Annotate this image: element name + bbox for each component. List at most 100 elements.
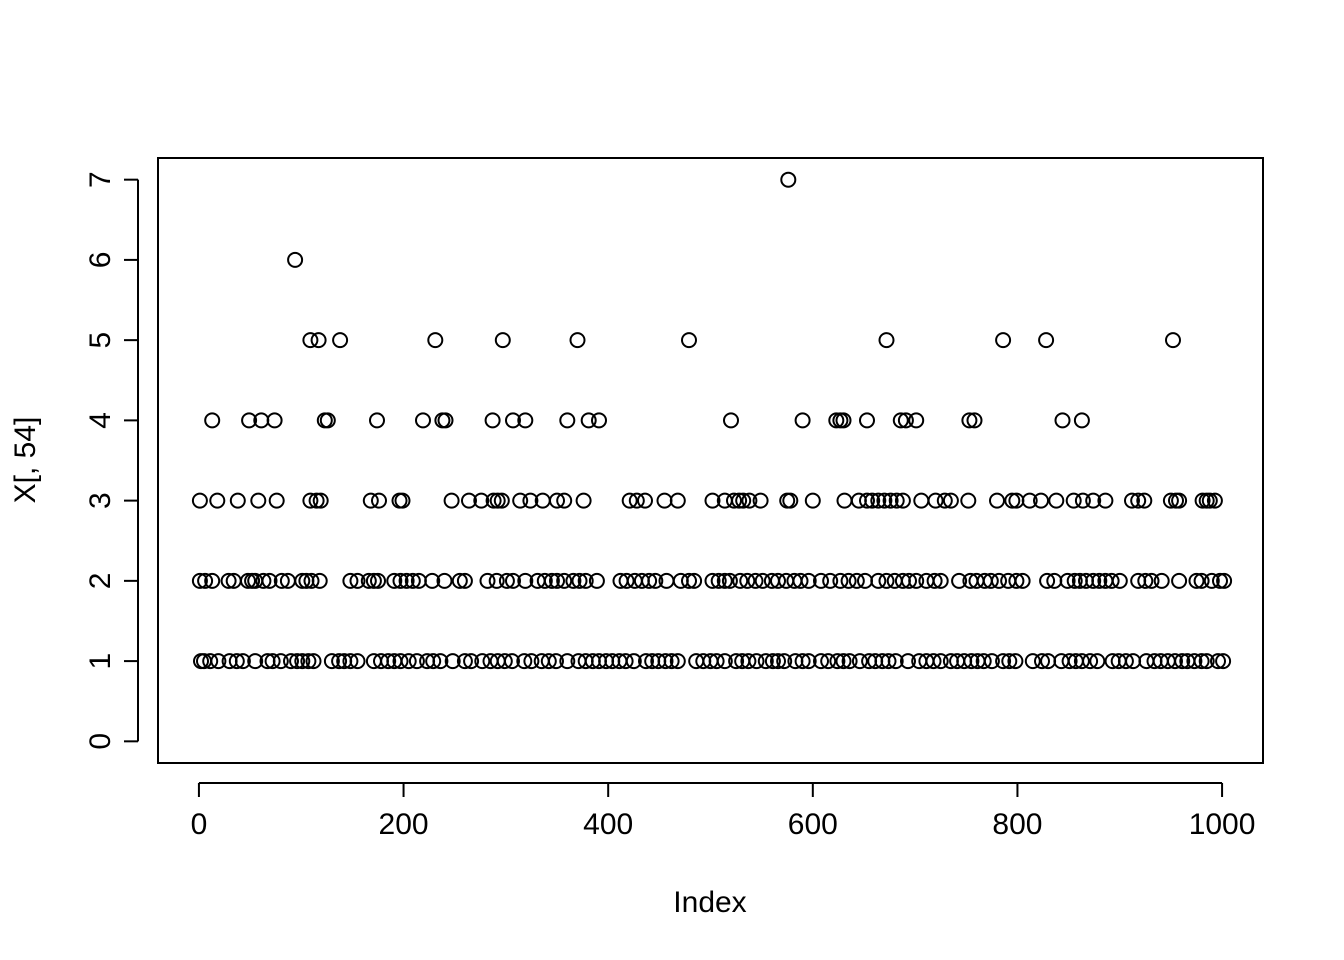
data-point <box>588 572 605 589</box>
data-point <box>936 492 953 509</box>
data-point <box>300 653 317 670</box>
data-point <box>716 572 733 589</box>
data-point <box>463 653 480 670</box>
data-point <box>878 572 895 589</box>
data-point <box>1066 572 1083 589</box>
data-point <box>782 492 799 509</box>
data-point <box>302 332 319 349</box>
y-axis: 0 1 2 3 4 5 6 7 <box>84 171 139 750</box>
data-point <box>647 572 664 589</box>
data-point <box>202 653 219 670</box>
data-point <box>857 572 873 589</box>
data-point <box>728 653 745 670</box>
data-point <box>504 653 520 670</box>
data-point <box>380 653 397 670</box>
x-axis-title: Index <box>673 886 746 919</box>
data-point <box>804 492 821 509</box>
data-point <box>556 572 573 589</box>
data-point <box>836 492 853 509</box>
data-point <box>488 572 505 589</box>
data-point <box>840 572 857 589</box>
data-point <box>800 653 817 670</box>
data-point <box>369 412 385 429</box>
data-point <box>1089 653 1106 670</box>
data-point <box>778 572 795 589</box>
data-point <box>739 572 756 589</box>
data-points <box>191 171 1233 670</box>
data-point <box>1201 492 1218 509</box>
data-point <box>1137 572 1154 589</box>
data-point <box>273 572 290 589</box>
data-point <box>517 412 534 429</box>
data-point <box>1033 492 1049 509</box>
data-point <box>792 572 809 589</box>
y-tick-label: 4 <box>84 412 117 429</box>
data-point <box>362 492 379 509</box>
data-point <box>961 412 978 429</box>
data-point <box>841 653 858 670</box>
data-point <box>209 492 226 509</box>
data-point <box>496 653 513 670</box>
data-point <box>1085 492 1102 509</box>
data-point <box>512 492 529 509</box>
data-point <box>859 412 875 429</box>
data-point <box>864 492 881 509</box>
data-point <box>494 332 511 349</box>
data-point <box>556 492 573 509</box>
data-point <box>1034 653 1050 670</box>
data-point <box>303 572 320 589</box>
data-point <box>505 572 521 589</box>
data-point <box>540 653 557 670</box>
data-point <box>752 492 769 509</box>
data-point <box>1124 492 1140 509</box>
data-point <box>332 332 349 349</box>
data-point <box>204 412 221 429</box>
data-point <box>908 412 925 429</box>
data-point <box>400 653 417 670</box>
data-point <box>1001 653 1018 670</box>
data-point <box>392 653 409 670</box>
data-point <box>272 653 289 670</box>
data-point <box>1143 572 1160 589</box>
data-point <box>580 412 597 429</box>
data-point <box>995 653 1012 670</box>
data-point <box>656 492 673 509</box>
data-point <box>851 653 868 670</box>
data-point <box>820 653 837 670</box>
data-point <box>617 653 634 670</box>
data-point <box>386 572 403 589</box>
data-point <box>485 492 502 509</box>
data-point <box>415 412 431 429</box>
data-point <box>672 572 689 589</box>
data-point <box>210 653 227 670</box>
data-point <box>741 492 758 509</box>
data-point <box>543 572 560 589</box>
data-point <box>371 492 387 509</box>
data-point <box>311 572 328 589</box>
data-point <box>731 492 748 509</box>
data-point <box>392 572 409 589</box>
data-point <box>870 572 887 589</box>
data-point <box>1186 653 1203 670</box>
data-point <box>305 653 322 670</box>
data-point <box>255 572 272 589</box>
data-point <box>1111 572 1128 589</box>
x-tick-label: 400 <box>583 808 633 841</box>
data-point <box>1171 492 1188 509</box>
data-point <box>1203 572 1220 589</box>
data-point <box>1188 572 1205 589</box>
data-point <box>1130 492 1147 509</box>
data-point <box>828 412 845 429</box>
data-point <box>370 572 386 589</box>
data-point <box>287 251 304 268</box>
data-point <box>1193 653 1210 670</box>
data-point <box>536 572 553 589</box>
data-point <box>349 653 366 670</box>
y-tick-label: 0 <box>84 733 117 750</box>
data-point <box>474 653 491 670</box>
data-point <box>1103 572 1120 589</box>
data-point <box>220 572 237 589</box>
data-point <box>1165 332 1181 349</box>
x-tick-label: 200 <box>379 808 429 841</box>
y-axis-title: X[, 54] <box>9 417 42 504</box>
